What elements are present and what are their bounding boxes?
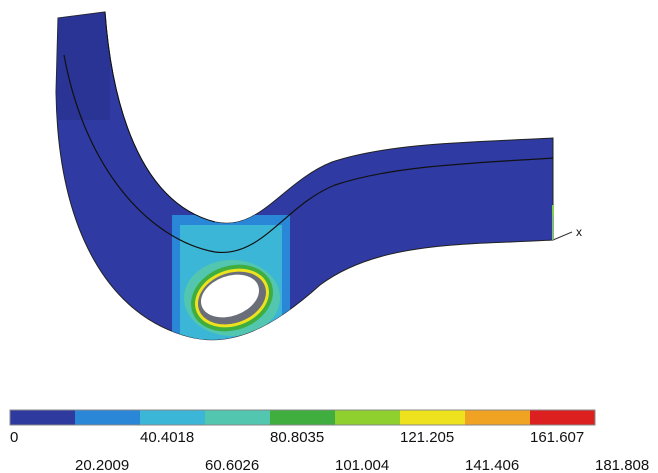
legend-label: 0 bbox=[10, 429, 18, 446]
axis-label: x bbox=[576, 225, 582, 239]
legend-band bbox=[75, 410, 140, 425]
legend-label: 20.2009 bbox=[75, 457, 129, 473]
legend-label: 60.6026 bbox=[205, 457, 259, 473]
legend-band bbox=[205, 410, 270, 425]
legend-band bbox=[335, 410, 400, 425]
legend-label: 121.205 bbox=[400, 429, 454, 446]
legend-label: 40.4018 bbox=[140, 429, 194, 446]
legend-band bbox=[10, 410, 75, 425]
legend-label: 181.808 bbox=[595, 457, 649, 473]
legend-frame bbox=[9, 409, 596, 426]
legend-label: 80.8035 bbox=[270, 429, 324, 446]
legend-label: 161.607 bbox=[530, 429, 584, 446]
legend-label: 141.406 bbox=[465, 457, 519, 473]
color-legend: 0 40.4018 80.8035 121.205 161.607 20.2009 60.6… bbox=[9, 409, 649, 473]
legend-band bbox=[465, 410, 530, 425]
legend-band bbox=[400, 410, 465, 425]
legend-band bbox=[140, 410, 205, 425]
legend-label: 101.004 bbox=[335, 457, 389, 473]
axis-triad: x bbox=[552, 215, 582, 241]
part-model bbox=[55, 11, 554, 341]
legend-band bbox=[530, 410, 595, 425]
legend-band bbox=[270, 410, 335, 425]
